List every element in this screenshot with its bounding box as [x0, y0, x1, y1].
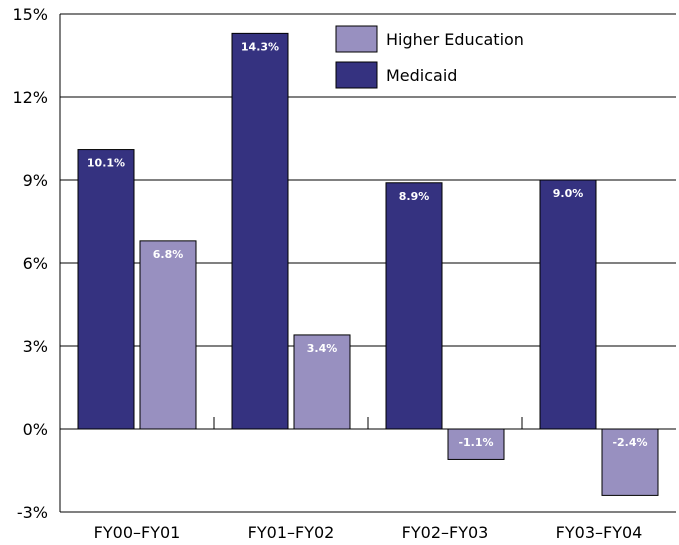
y-tick-label: 9%: [23, 171, 48, 190]
y-tick-label: 3%: [23, 337, 48, 356]
bar-value-label: 14.3%: [241, 40, 279, 53]
bar-medicaid: [539, 179, 597, 430]
y-tick-label: -3%: [17, 503, 48, 522]
legend-label: Higher Education: [386, 30, 524, 49]
legend: Higher Education Medicaid: [335, 25, 524, 89]
bar-higher-education: [447, 428, 505, 460]
legend-swatch: [335, 61, 378, 89]
data-labels: 10.1% 6.8% 14.3% 3.4% 8.9% -1.1% 9.0% -2.4%: [87, 40, 648, 449]
y-tick-label: 6%: [23, 254, 48, 273]
bar-higher-education: [293, 334, 351, 430]
x-tick-label: FY00–FY01: [94, 523, 181, 542]
y-tick-label: 12%: [12, 88, 48, 107]
bar-value-label: -2.4%: [612, 436, 647, 449]
bars: [77, 32, 659, 496]
axes: -3% 0% 3% 6% 9% 12% 15% FY00–FY01 FY01–FY02 FY02–…: [12, 5, 676, 542]
bar-medicaid: [231, 32, 289, 430]
bar-higher-education: [601, 428, 659, 496]
bar-value-label: 8.9%: [399, 190, 430, 203]
y-tick-label: 0%: [23, 420, 48, 439]
bar-higher-education: [139, 240, 197, 430]
legend-swatch: [335, 25, 378, 53]
legend-label: Medicaid: [386, 66, 457, 85]
x-tick-label: FY03–FY04: [556, 523, 643, 542]
bar-value-label: 10.1%: [87, 157, 125, 170]
x-tick-label: FY02–FY03: [402, 523, 489, 542]
bar-value-label: 3.4%: [307, 342, 338, 355]
bar-value-label: -1.1%: [458, 436, 493, 449]
x-tick-label: FY01–FY02: [248, 523, 335, 542]
y-tick-label: 15%: [12, 5, 48, 24]
bar-value-label: 6.8%: [153, 248, 184, 261]
bar-medicaid: [385, 182, 443, 430]
bar-medicaid: [77, 149, 135, 430]
bar-value-label: 9.0%: [553, 187, 584, 200]
